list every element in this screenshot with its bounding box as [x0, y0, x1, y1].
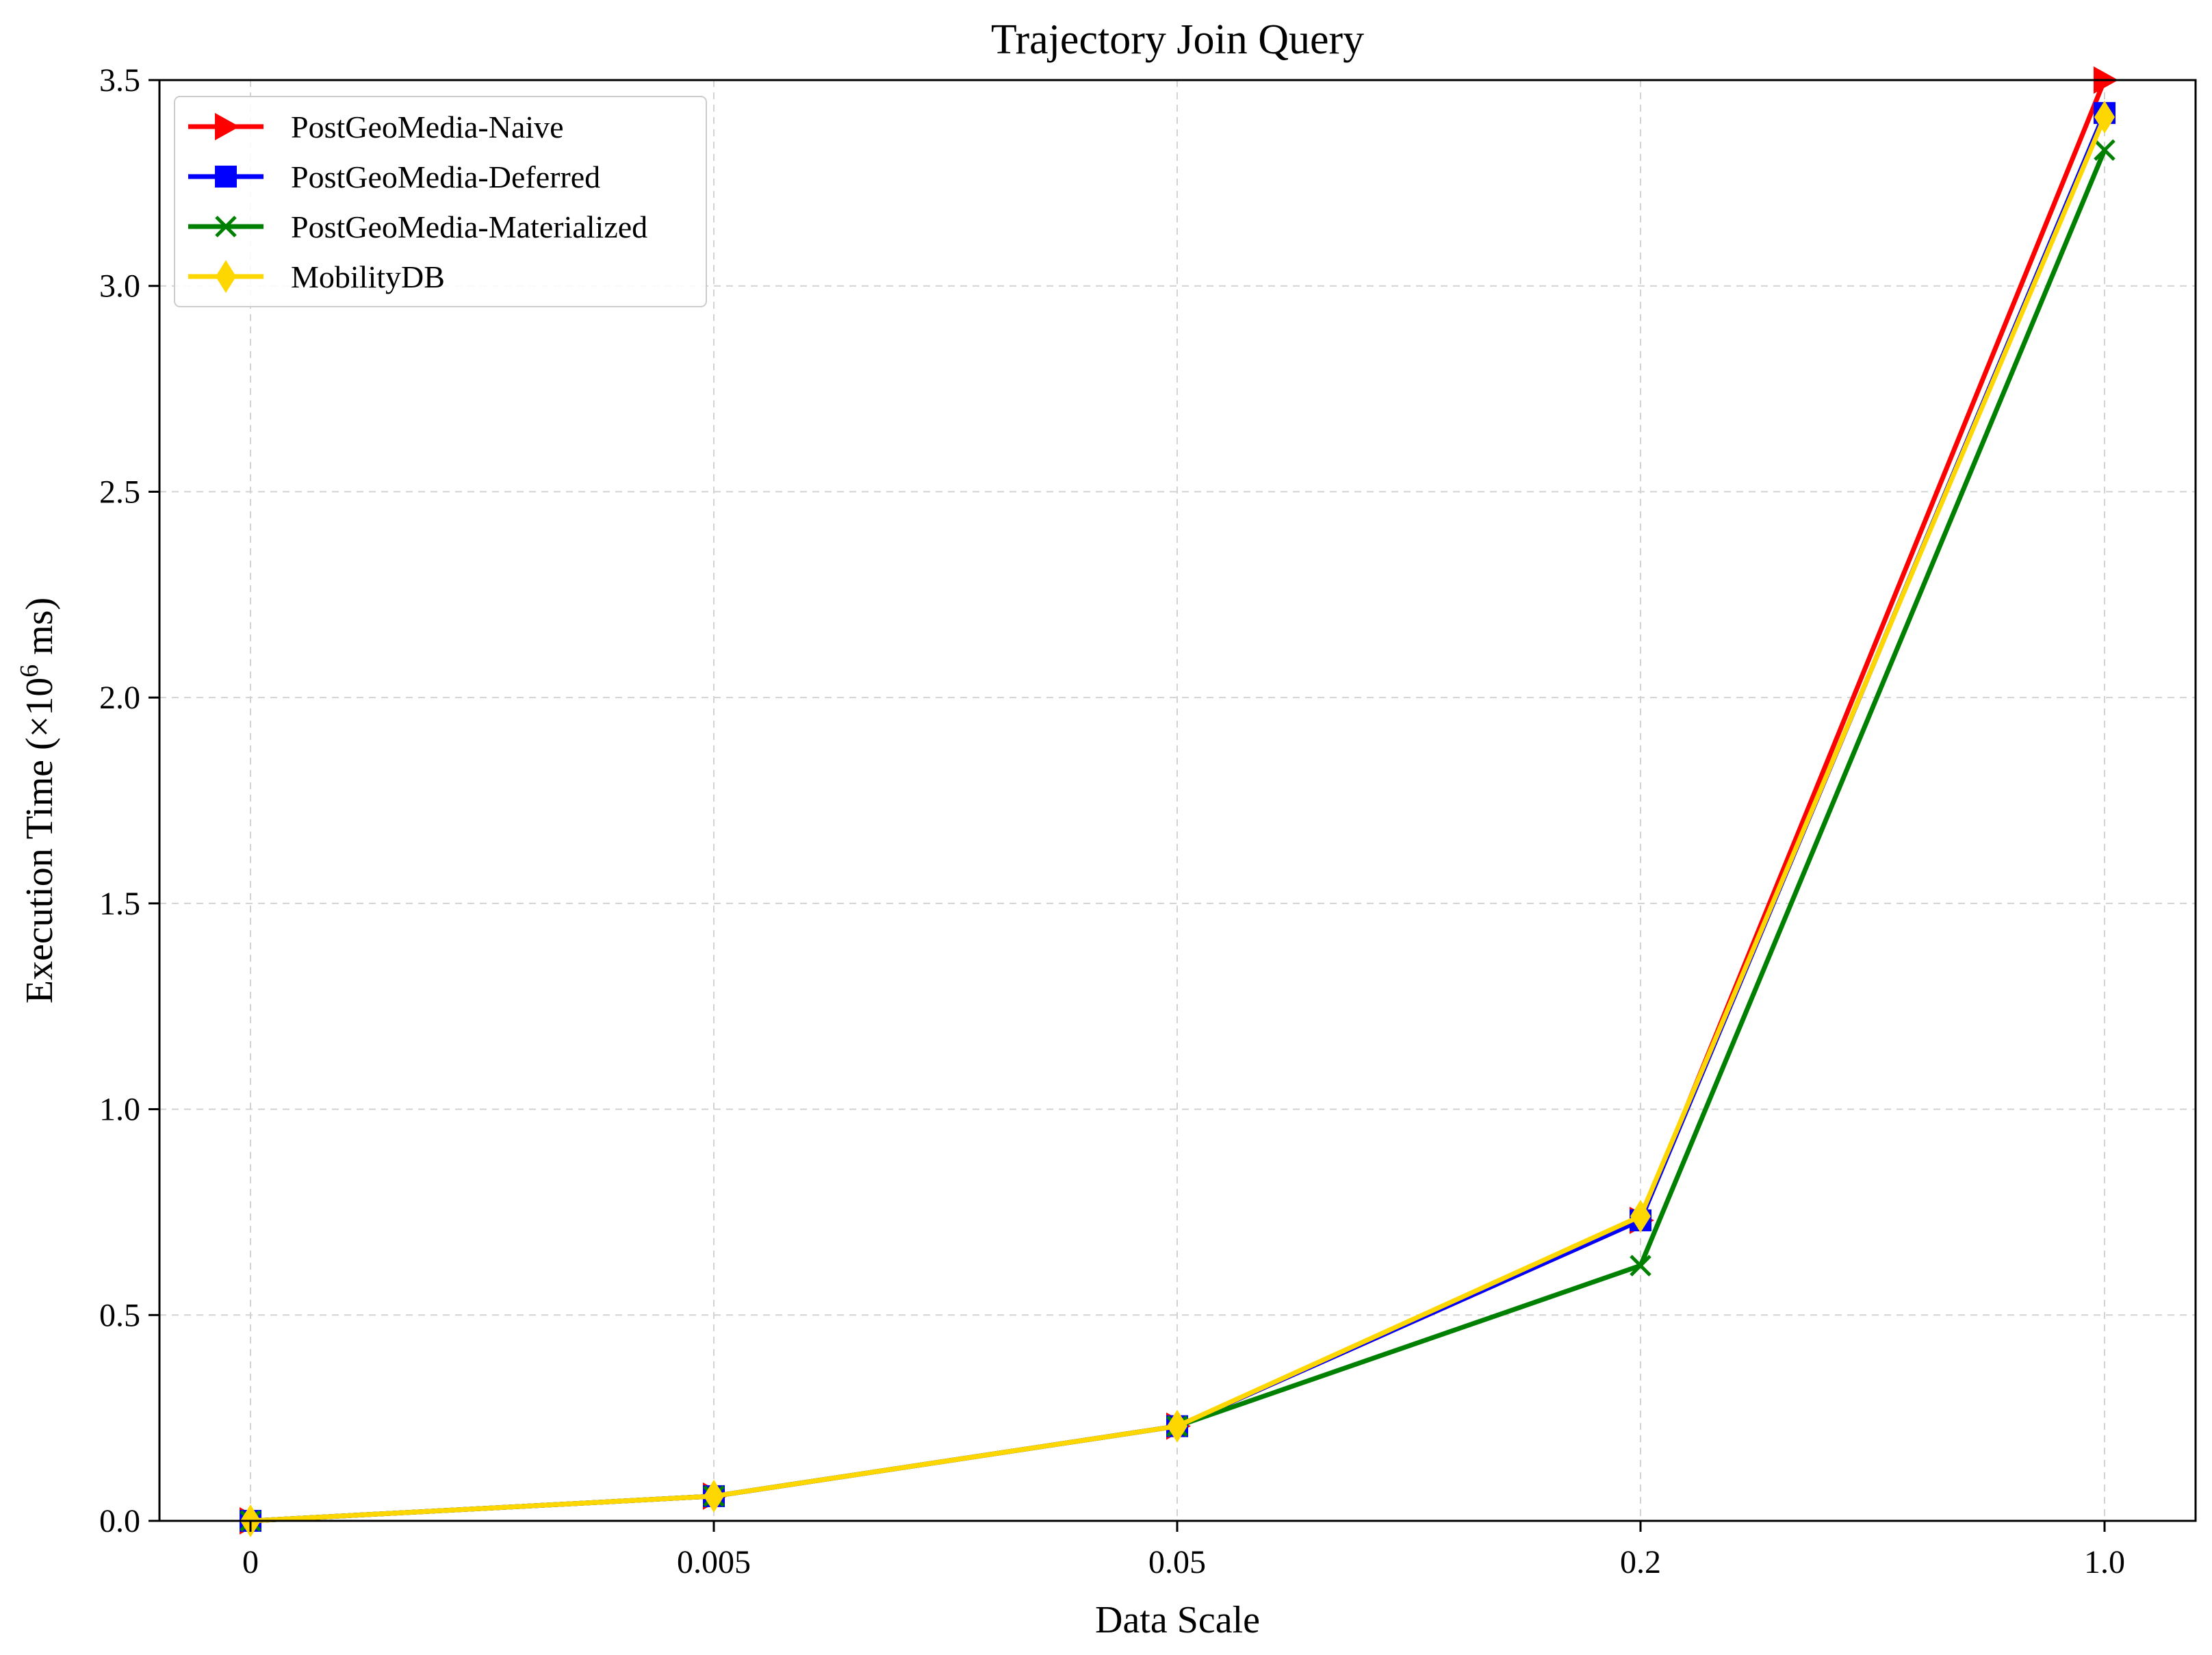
y-tick-label: 1.0 [99, 1092, 140, 1128]
x-tick-label: 0.05 [1148, 1544, 1206, 1580]
x-tick-label: 0 [242, 1544, 259, 1580]
legend-label: PostGeoMedia-Deferred [291, 159, 600, 194]
x-tick-label: 1.0 [2084, 1544, 2125, 1580]
legend: PostGeoMedia-Naive PostGeoMedia-Deferred P… [175, 97, 706, 307]
chart-title: Trajectory Join Query [991, 16, 1364, 63]
legend-label: MobilityDB [291, 259, 445, 294]
y-tick-label: 0.0 [99, 1503, 140, 1539]
x-tick-label: 0.2 [1620, 1544, 1661, 1580]
x-axis-label: Data Scale [1095, 1599, 1260, 1641]
legend-marker [215, 166, 237, 188]
y-tick-label: 1.5 [99, 886, 140, 922]
legend-label: PostGeoMedia-Naive [291, 110, 564, 144]
y-axis-label-main: Execution Time (×10 [18, 678, 61, 1003]
legend-item-mobilitydb: MobilityDB [188, 259, 445, 294]
y-tick-label: 0.5 [99, 1297, 140, 1333]
y-tick-label: 2.5 [99, 474, 140, 510]
y-axis-label: Execution Time (×106 ms) [15, 598, 61, 1003]
y-tick-label: 3.5 [99, 62, 140, 99]
x-tick-label: 0.005 [677, 1544, 751, 1580]
y-axis-label-exponent: 6 [15, 665, 44, 678]
y-tick-label: 2.0 [99, 680, 140, 716]
legend-label: PostGeoMedia-Materialized [291, 209, 647, 244]
y-axis-label-unit: ms) [18, 598, 61, 665]
y-tick-label: 3.0 [99, 268, 140, 305]
